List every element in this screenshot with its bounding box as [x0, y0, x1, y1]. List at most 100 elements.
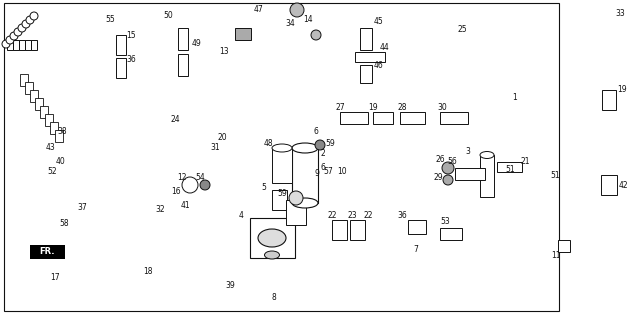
Circle shape — [22, 20, 30, 28]
Text: 46: 46 — [373, 61, 383, 70]
Text: 9: 9 — [315, 170, 319, 178]
Text: 57: 57 — [323, 167, 333, 177]
Bar — [332, 220, 347, 240]
Bar — [480, 155, 494, 197]
Ellipse shape — [258, 229, 286, 247]
Text: 2: 2 — [321, 148, 325, 158]
Bar — [602, 90, 616, 110]
Text: 53: 53 — [440, 217, 450, 227]
Ellipse shape — [480, 152, 494, 158]
Bar — [250, 218, 295, 258]
Text: 33: 33 — [615, 10, 625, 18]
Text: 51: 51 — [550, 171, 560, 179]
Text: 22: 22 — [364, 210, 372, 219]
Text: 55: 55 — [105, 16, 115, 24]
Ellipse shape — [272, 144, 292, 152]
Bar — [178, 28, 188, 50]
Text: 28: 28 — [397, 102, 407, 112]
Bar — [440, 112, 468, 124]
Text: 50: 50 — [163, 11, 173, 21]
Text: 1: 1 — [513, 94, 517, 102]
Bar — [31, 40, 37, 50]
Bar — [45, 114, 53, 126]
Bar — [408, 220, 426, 234]
Text: 27: 27 — [335, 102, 345, 112]
Circle shape — [30, 12, 38, 20]
Text: 38: 38 — [57, 127, 67, 137]
Text: 59: 59 — [277, 189, 287, 197]
Bar — [30, 245, 65, 259]
Circle shape — [315, 140, 325, 150]
Bar — [30, 90, 38, 102]
Text: 19: 19 — [617, 86, 627, 94]
Text: 14: 14 — [303, 16, 313, 24]
Text: 5: 5 — [262, 184, 266, 192]
Bar — [601, 175, 617, 195]
Circle shape — [2, 40, 10, 48]
Bar — [35, 98, 43, 110]
Text: 10: 10 — [337, 167, 347, 177]
Bar — [558, 240, 570, 252]
Bar — [116, 35, 126, 55]
Bar — [360, 28, 372, 50]
Bar — [355, 52, 385, 62]
Text: 49: 49 — [191, 38, 201, 48]
Text: 30: 30 — [437, 102, 447, 112]
Text: 16: 16 — [171, 187, 181, 197]
Text: 23: 23 — [347, 210, 357, 219]
Text: 39: 39 — [225, 281, 235, 289]
Text: 59: 59 — [325, 139, 335, 147]
Ellipse shape — [292, 143, 318, 153]
Text: 44: 44 — [380, 43, 390, 53]
Text: 4: 4 — [239, 210, 243, 219]
Circle shape — [6, 36, 14, 44]
Text: 18: 18 — [143, 267, 153, 275]
Circle shape — [289, 191, 303, 205]
Bar — [178, 54, 188, 76]
Text: 37: 37 — [77, 204, 87, 212]
Text: 34: 34 — [285, 20, 295, 29]
Bar — [292, 148, 318, 203]
Text: 25: 25 — [457, 25, 467, 35]
Bar — [116, 58, 126, 78]
Text: 52: 52 — [47, 167, 57, 177]
Text: 13: 13 — [219, 48, 229, 56]
Text: 45: 45 — [373, 17, 383, 27]
Text: 29: 29 — [433, 173, 443, 183]
Text: 21: 21 — [520, 158, 530, 166]
Bar — [360, 65, 372, 83]
Bar — [55, 130, 63, 142]
Text: FR.: FR. — [39, 248, 55, 256]
Bar — [340, 112, 368, 124]
Circle shape — [290, 3, 304, 17]
Circle shape — [443, 175, 453, 185]
Text: 22: 22 — [327, 210, 337, 219]
Text: 56: 56 — [447, 158, 457, 166]
Text: 48: 48 — [263, 139, 273, 147]
Text: 26: 26 — [435, 156, 445, 165]
Text: 36: 36 — [126, 55, 136, 64]
Bar — [4, 3, 559, 311]
Text: 24: 24 — [170, 115, 180, 125]
Ellipse shape — [264, 251, 280, 259]
Text: 3: 3 — [465, 147, 470, 157]
Circle shape — [14, 28, 22, 36]
Text: 47: 47 — [253, 5, 263, 15]
Bar — [13, 40, 19, 50]
Bar — [25, 82, 33, 94]
Text: 32: 32 — [155, 205, 165, 215]
Text: 41: 41 — [180, 200, 190, 210]
Bar — [455, 168, 485, 180]
Text: 54: 54 — [195, 173, 205, 183]
Circle shape — [182, 177, 198, 193]
Text: 40: 40 — [55, 158, 65, 166]
Text: 42: 42 — [618, 180, 628, 190]
Text: 15: 15 — [126, 30, 136, 40]
Bar — [40, 106, 48, 118]
Bar — [286, 200, 306, 225]
Text: 7: 7 — [413, 245, 419, 255]
Text: 11: 11 — [551, 251, 561, 261]
Text: 58: 58 — [59, 219, 69, 229]
Bar — [272, 148, 292, 183]
Text: 20: 20 — [217, 133, 227, 143]
